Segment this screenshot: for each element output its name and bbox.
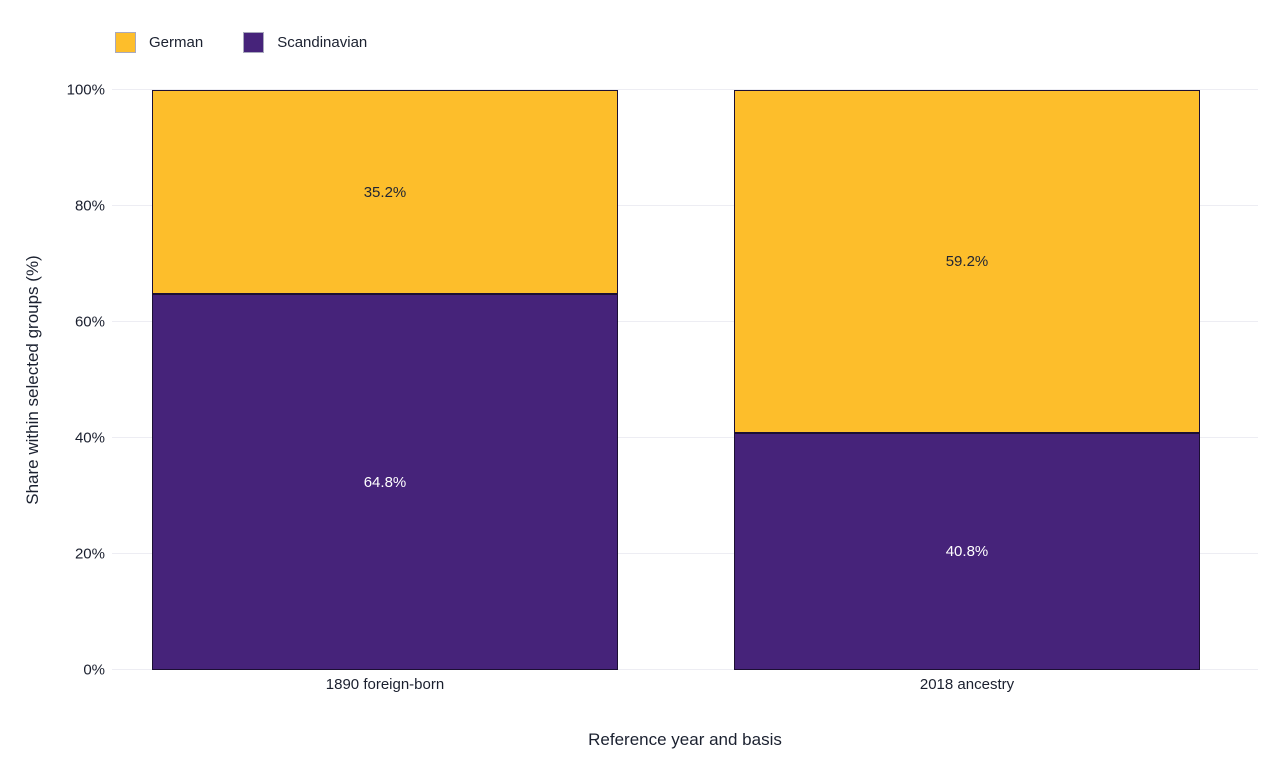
legend-label: German (149, 34, 204, 51)
gridline-100 (112, 89, 1258, 90)
legend-swatch-icon (243, 32, 265, 53)
gridline-0 (112, 669, 1258, 670)
gridline-80 (112, 205, 1258, 206)
gridline-40 (112, 437, 1258, 438)
bar-2018-ancestry: 59.2% 40.8% (734, 90, 1200, 670)
segment-scandinavian-1890[interactable]: 64.8% (152, 294, 618, 670)
x-tick-label-1890: 1890 foreign-born (325, 676, 445, 693)
legend-item-scandinavian: Scandinavian (243, 32, 367, 53)
y-tick-label-20: 20% (74, 545, 105, 563)
segment-value-label: 59.2% (945, 253, 989, 271)
segment-value-label: 35.2% (363, 183, 407, 201)
legend-label: Scandinavian (277, 34, 368, 51)
y-tick-label-0: 0% (83, 661, 105, 679)
segment-german-2018[interactable]: 59.2% (734, 90, 1200, 434)
segment-value-label: 64.8% (363, 473, 407, 491)
legend-item-german: German (115, 32, 203, 53)
segment-value-label: 40.8% (945, 543, 989, 561)
bar-1890-foreign-born: 35.2% 64.8% (152, 90, 618, 670)
plot-area: 35.2% 64.8% 59.2% 40.8% (112, 89, 1258, 670)
y-tick-label-80: 80% (74, 197, 105, 215)
x-tick-label-2018: 2018 ancestry (919, 676, 1015, 693)
segment-scandinavian-2018[interactable]: 40.8% (734, 433, 1200, 670)
legend-swatch-icon (115, 32, 136, 53)
gridline-20 (112, 553, 1258, 554)
y-axis-tick-labels: 0% 20% 40% 60% 80% 100% (0, 82, 105, 679)
y-tick-label-100: 100% (66, 81, 105, 99)
chart-legend: German Scandinavian (115, 32, 367, 53)
y-tick-label-60: 60% (74, 313, 105, 331)
gridline-60 (112, 321, 1258, 322)
segment-german-1890[interactable]: 35.2% (152, 90, 618, 295)
x-axis-title: Reference year and basis (588, 730, 782, 749)
y-tick-label-40: 40% (74, 429, 105, 447)
